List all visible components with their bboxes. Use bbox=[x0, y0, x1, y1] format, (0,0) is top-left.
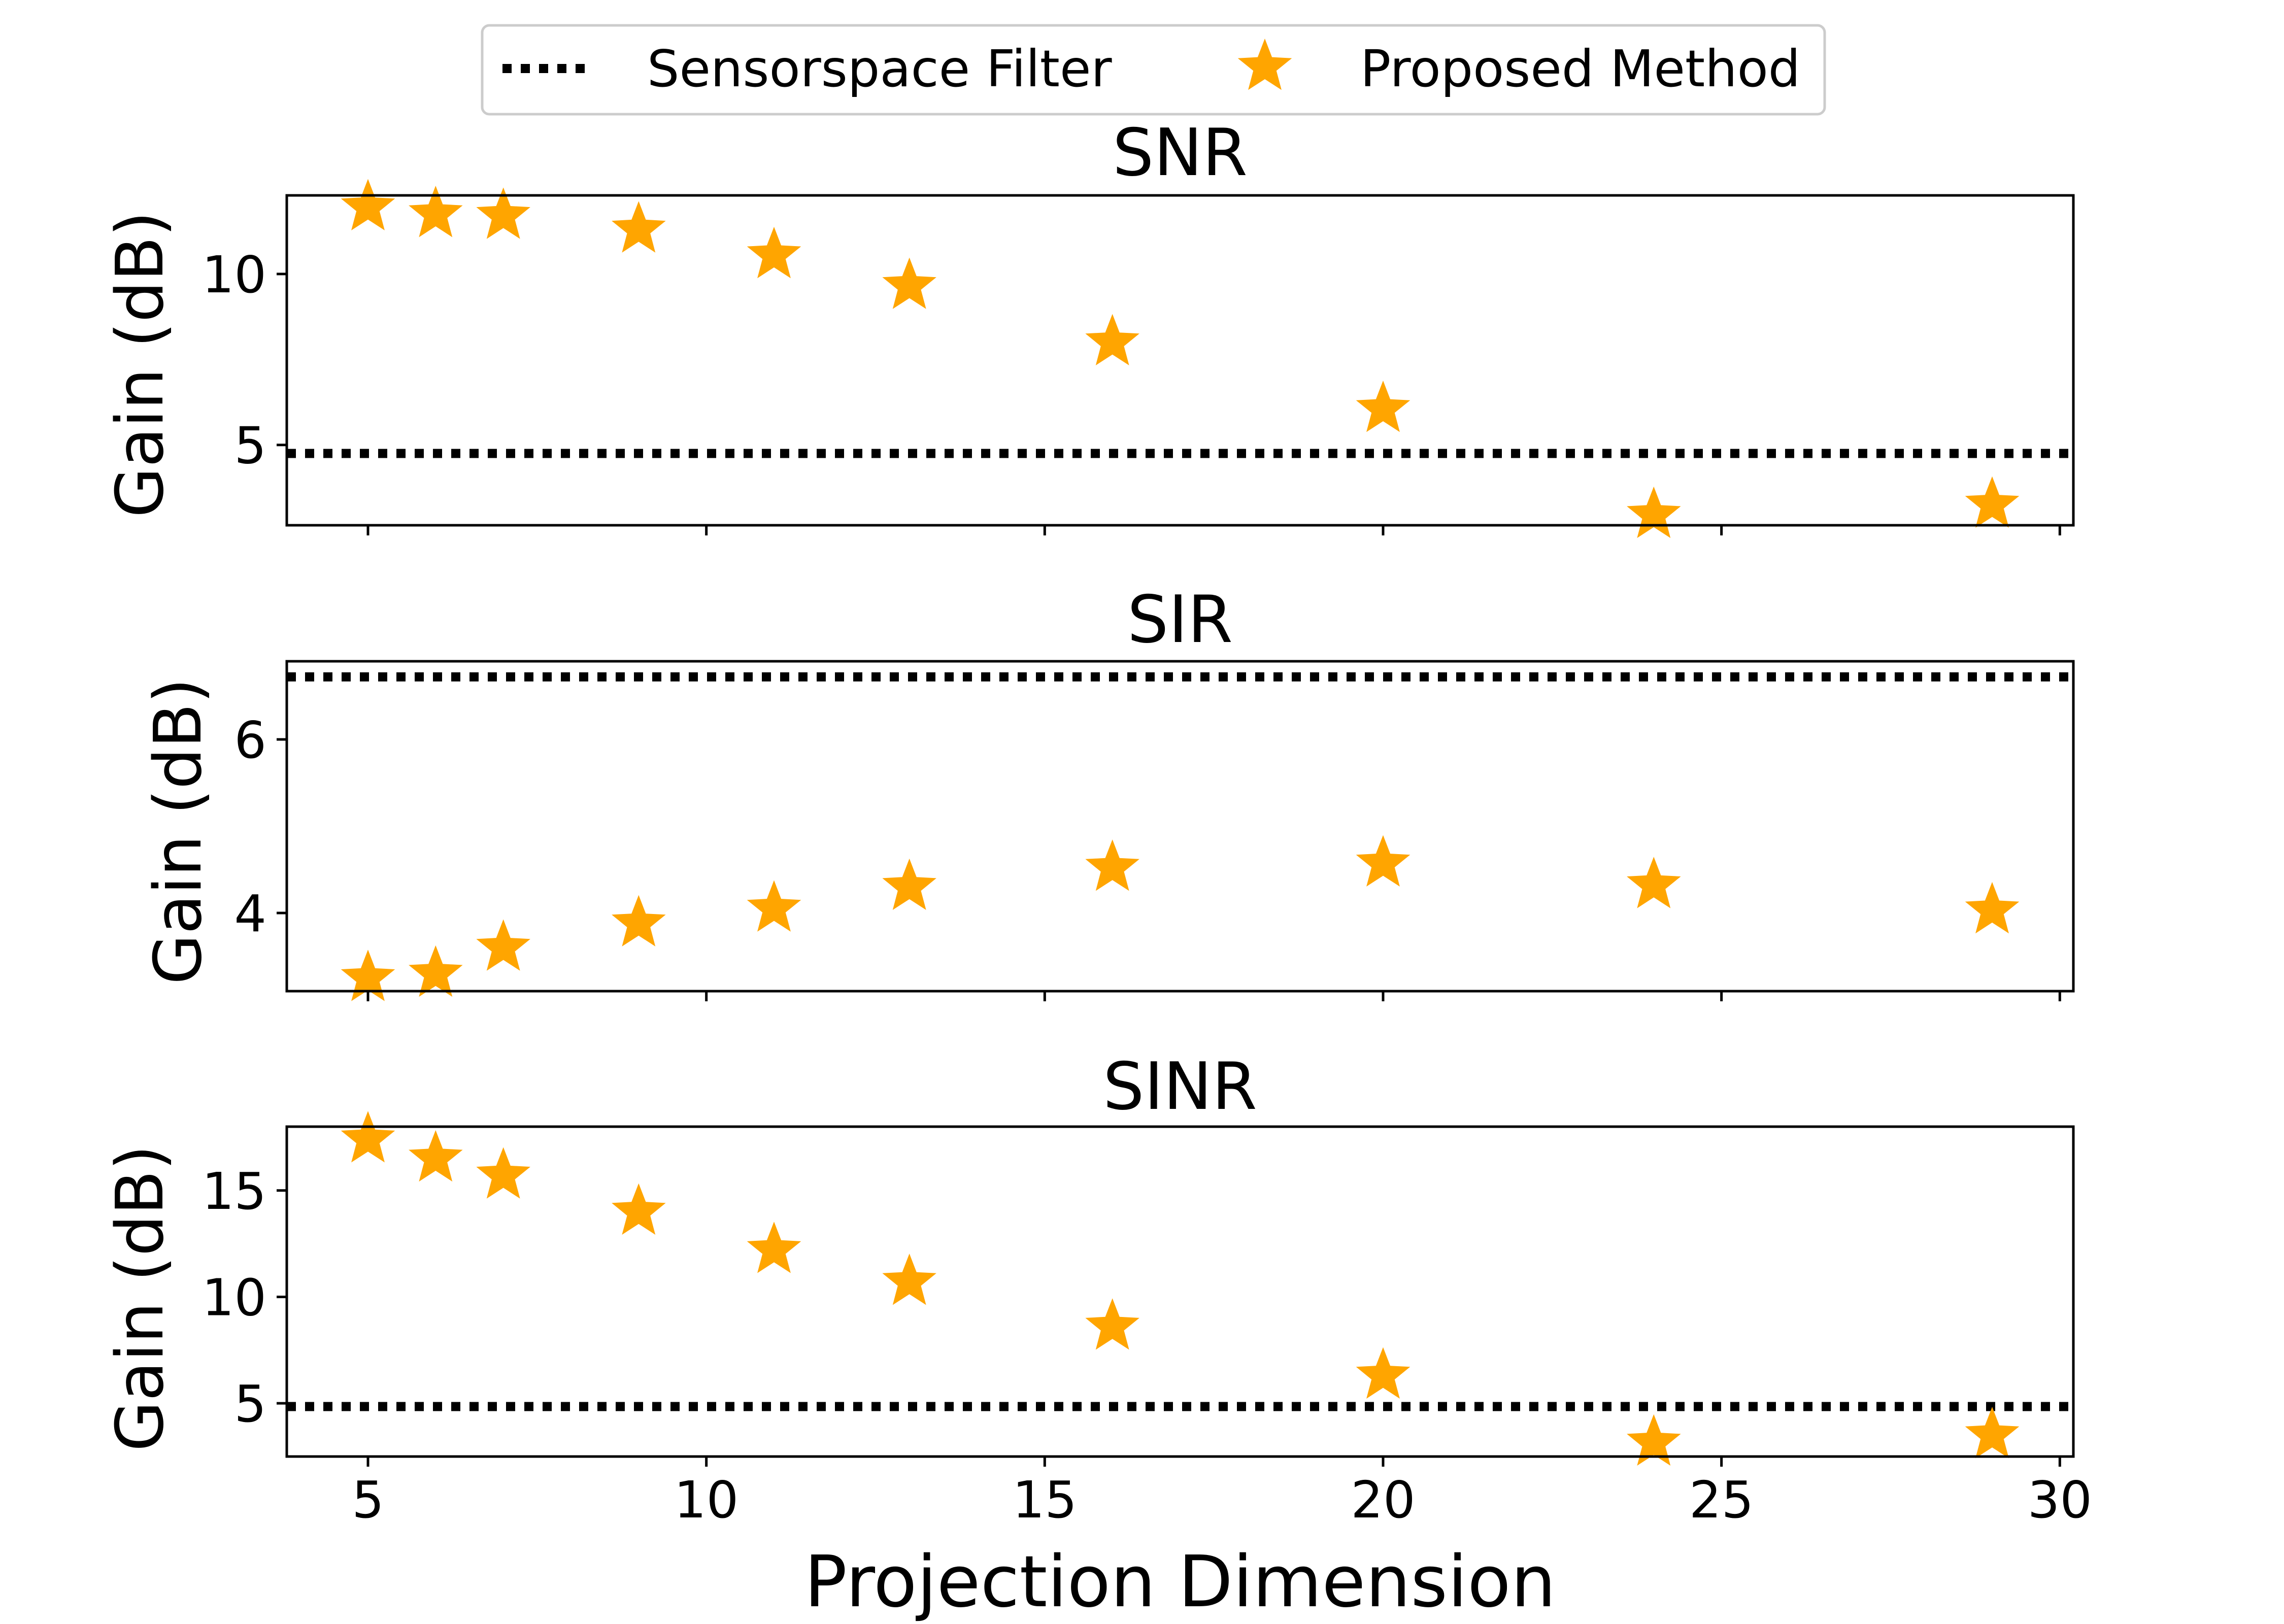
legend-label-proposed-method: Proposed Method bbox=[1360, 39, 1800, 98]
legend-frame bbox=[481, 24, 1826, 116]
y-tick-label-sinr-5: 5 bbox=[234, 1374, 266, 1434]
star-point-sinr-13 bbox=[882, 1254, 936, 1305]
panel-sinr: SINR 5 10 15 20 25 30 5 10 15 Gain (dB) bbox=[103, 1049, 2092, 1530]
y-tick-label-snr-5: 5 bbox=[234, 416, 266, 476]
star-point-snr-5 bbox=[341, 179, 395, 230]
star-point-snr-20 bbox=[1356, 381, 1410, 432]
x-tick-label-10: 10 bbox=[674, 1470, 738, 1530]
ylabel-snr: Gain (dB) bbox=[103, 211, 178, 518]
axes-frame-sinr bbox=[285, 1125, 2075, 1458]
y-tick-label-sir-6: 6 bbox=[234, 710, 266, 770]
star-point-snr-9 bbox=[612, 201, 666, 253]
star-point-sinr-5 bbox=[341, 1111, 395, 1163]
axes-frame-snr bbox=[285, 194, 2075, 527]
axes-frame-sir bbox=[285, 660, 2075, 993]
star-point-sir-5 bbox=[341, 950, 395, 1001]
star-point-sir-7 bbox=[476, 919, 530, 971]
star-point-sinr-16 bbox=[1085, 1298, 1139, 1350]
panel-title-sinr: SINR bbox=[1103, 1049, 1257, 1125]
star-point-sinr-24 bbox=[1627, 1414, 1681, 1466]
panel-title-sir: SIR bbox=[1127, 582, 1233, 658]
star-point-sir-24 bbox=[1627, 857, 1681, 908]
ylabel-sir: Gain (dB) bbox=[141, 678, 216, 985]
star-point-sir-16 bbox=[1085, 839, 1139, 891]
panel-sir: SIR 4 6 Gain (dB) bbox=[141, 582, 2075, 1001]
star-point-sir-29 bbox=[1965, 882, 2020, 934]
star-point-sir-11 bbox=[747, 880, 801, 932]
star-point-snr-29 bbox=[1965, 476, 2020, 528]
y-tick-label-sir-4: 4 bbox=[234, 884, 266, 943]
ylabel-sinr: Gain (dB) bbox=[103, 1145, 178, 1451]
x-tick-label-5: 5 bbox=[352, 1470, 384, 1530]
y-tick-label-sinr-15: 15 bbox=[202, 1162, 266, 1221]
star-point-sinr-6 bbox=[409, 1130, 463, 1182]
x-axis-label: Projection Dimension bbox=[804, 1541, 1556, 1623]
star-point-snr-6 bbox=[409, 186, 463, 238]
star-point-snr-11 bbox=[747, 226, 801, 279]
x-tick-label-20: 20 bbox=[1351, 1470, 1415, 1530]
star-point-snr-16 bbox=[1085, 314, 1139, 365]
star-point-sir-20 bbox=[1356, 835, 1410, 887]
legend-label-sensorspace-filter: Sensorspace Filter bbox=[647, 39, 1112, 98]
x-tick-label-15: 15 bbox=[1013, 1470, 1077, 1530]
star-point-sir-13 bbox=[882, 858, 936, 910]
legend: Sensorspace Filter Proposed Method bbox=[481, 24, 1826, 116]
panel-snr: SNR 5 10 Gain (dB) bbox=[103, 115, 2075, 538]
y-tick-label-snr-10: 10 bbox=[202, 245, 266, 304]
star-point-snr-24 bbox=[1627, 486, 1681, 538]
star-point-sir-9 bbox=[612, 895, 666, 946]
star-point-snr-7 bbox=[476, 187, 530, 239]
panel-title-snr: SNR bbox=[1113, 115, 1248, 191]
star-point-snr-13 bbox=[882, 257, 936, 309]
star-point-sinr-9 bbox=[612, 1183, 666, 1235]
star-point-sinr-20 bbox=[1356, 1347, 1410, 1399]
star-point-sinr-7 bbox=[476, 1147, 530, 1199]
y-tick-label-sinr-10: 10 bbox=[202, 1268, 266, 1327]
star-point-sir-6 bbox=[409, 945, 463, 997]
star-point-sinr-11 bbox=[747, 1222, 801, 1273]
star-point-sinr-29 bbox=[1965, 1407, 2020, 1459]
x-tick-label-25: 25 bbox=[1689, 1470, 1754, 1530]
legend-star-swatch bbox=[1237, 39, 1292, 90]
x-tick-label-30: 30 bbox=[2028, 1470, 2092, 1530]
